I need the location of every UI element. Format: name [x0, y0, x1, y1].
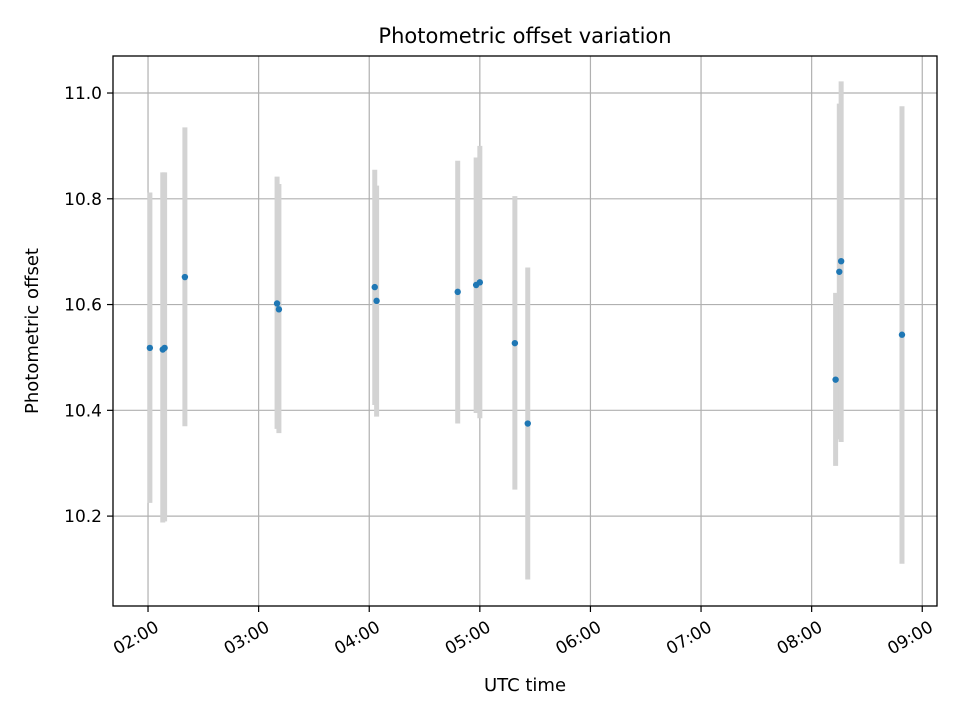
data-point [898, 331, 906, 338]
data-point [161, 344, 168, 352]
x-tick-label: 04:00 [331, 617, 383, 659]
x-axis-title: UTC time [484, 675, 566, 696]
x-tick-label: 03:00 [221, 617, 273, 659]
y-tick-label: 11.0 [64, 84, 102, 104]
data-point [476, 279, 484, 286]
y-tick-label: 10.6 [64, 296, 102, 316]
x-tick-label: 08:00 [774, 617, 826, 659]
chart-title: Photometric offset variation [378, 24, 671, 48]
data-points [146, 257, 906, 427]
y-axis-title: Photometric offset [22, 248, 43, 414]
data-point [371, 283, 378, 291]
data-point [837, 257, 845, 265]
plot-frame [112, 55, 938, 607]
data-point [511, 339, 519, 347]
x-tick-label: 09:00 [884, 617, 936, 659]
plot-background [113, 56, 937, 606]
y-tick-label: 10.8 [64, 190, 102, 210]
data-point [373, 297, 380, 305]
x-tick-label: 06:00 [553, 617, 605, 659]
data-point [273, 300, 281, 307]
data-point [275, 306, 283, 313]
data-point [146, 344, 154, 352]
x-tick-label: 05:00 [442, 617, 494, 659]
x-tick-label: 07:00 [663, 617, 715, 659]
data-point [832, 376, 839, 383]
x-tick-label: 02:00 [110, 617, 162, 659]
grid [113, 56, 937, 606]
data-point [454, 288, 461, 296]
y-tick-label: 10.4 [64, 401, 102, 421]
data-point [181, 273, 189, 281]
data-point [836, 268, 843, 275]
y-tick-label: 10.2 [64, 507, 102, 527]
data-point [524, 420, 531, 427]
